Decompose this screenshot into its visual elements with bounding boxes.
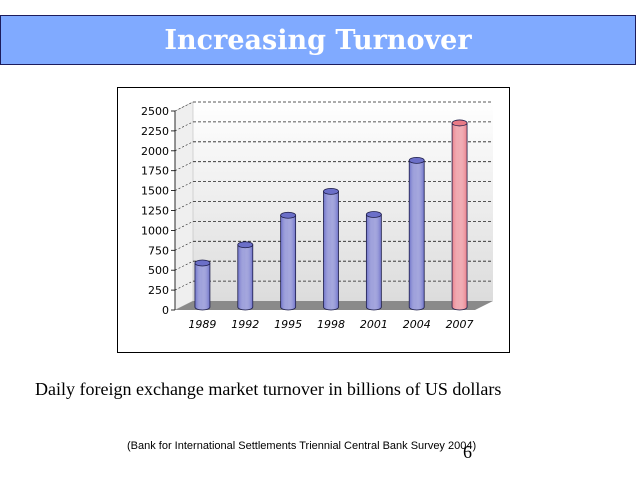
grid-line-side [174,161,194,171]
y-tick-label: 1000 [141,224,169,237]
bar-top [408,156,425,164]
bar-top [451,119,468,127]
title-bar: Increasing Turnover [0,15,636,65]
chart-caption: Daily foreign exchange market turnover i… [35,379,502,399]
y-tick-label: 0 [162,304,169,317]
bars [194,119,468,311]
bar-shading [365,214,382,311]
y-tick-label: 1500 [141,185,169,198]
x-axis-ticks: 1989 1992 1995 1998 2001 2004 2007 [188,318,473,331]
bar-shading [280,214,297,311]
bar-2007 [451,119,468,311]
bar-1995 [280,211,297,311]
x-tick-label: 1989 [188,318,216,331]
y-tick-label: 2250 [141,125,169,138]
bar-1998 [323,187,339,311]
chart-frame: 0 250 500 750 1000 1250 1500 1750 2000 2250 2500 1… [117,87,510,353]
y-axis-ticks: 0 250 500 750 1000 1250 1500 1750 2000 2250 2500 [141,105,176,317]
bar-shading [408,159,425,311]
grid-line-side [174,221,194,231]
y-tick-label: 1750 [141,165,169,178]
grid-line-side [174,201,194,211]
side-wall [174,101,194,311]
bar-shading [451,122,468,311]
x-tick-label: 2004 [403,318,431,331]
y-tick-label: 2500 [141,105,169,118]
y-tick-label: 2000 [141,145,169,158]
bar-top [365,211,382,218]
grid-line-side [174,280,194,291]
slide-number: 6 [463,442,472,462]
bar-shading [194,262,211,311]
bar-1992 [237,241,254,311]
slide-title: Increasing Turnover [164,24,472,56]
y-tick-label: 250 [148,284,169,297]
bar-shading [323,190,339,311]
y-tick-label: 750 [148,244,169,257]
x-tick-label: 2007 [446,318,474,331]
bar-2001 [365,211,382,311]
grid-line-side [174,121,194,132]
bar-top [323,187,339,195]
bar-2004 [408,156,425,311]
bar-1989 [194,259,211,311]
x-tick-label: 1992 [231,318,259,331]
x-tick-label: 2001 [360,318,388,331]
grid-line-side [174,181,194,191]
grid-line-side [174,241,194,251]
grid-lines [174,101,493,291]
x-tick-label: 1995 [274,318,302,331]
grid-line-side [174,141,194,152]
grid-line-side [174,101,194,112]
turnover-bar-chart: 0 250 500 750 1000 1250 1500 1750 2000 2250 2500 1… [141,101,493,331]
source-citation: (Bank for International Settlements Trie… [127,440,477,452]
bar-top [237,241,254,249]
bar-top [194,259,211,267]
bar-top [280,211,297,219]
y-tick-label: 1250 [141,205,169,218]
grid-line-side [174,260,194,271]
x-tick-label: 1998 [317,318,345,331]
y-tick-label: 500 [148,264,169,277]
bar-shading [237,244,254,311]
